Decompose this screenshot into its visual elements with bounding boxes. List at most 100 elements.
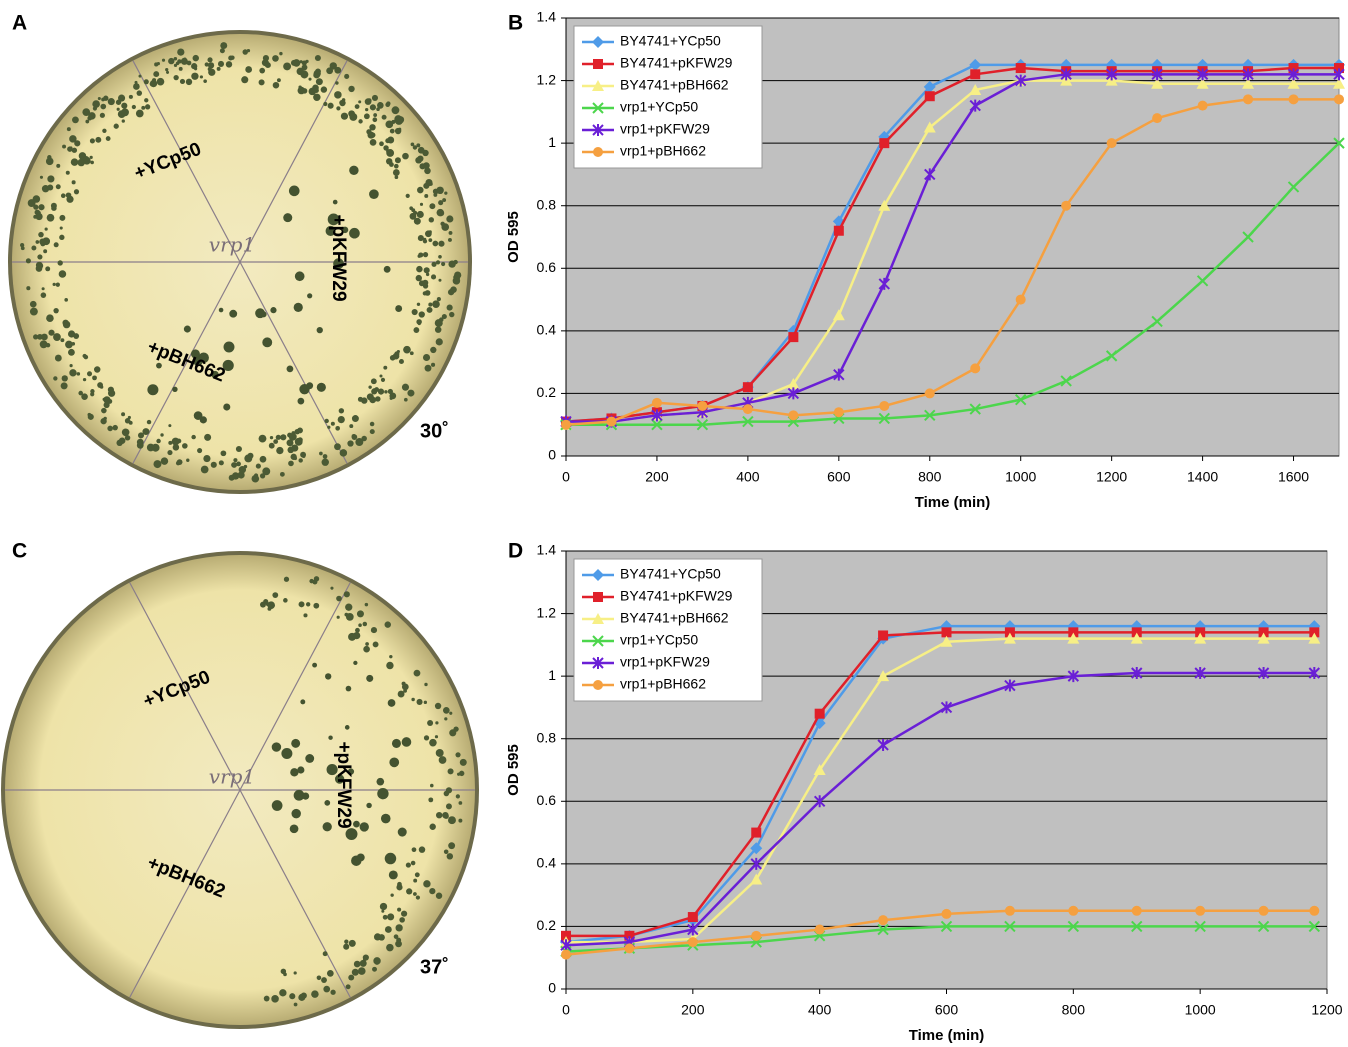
colony	[67, 348, 75, 356]
marker	[813, 795, 826, 808]
colony	[372, 117, 378, 123]
colony	[458, 770, 465, 777]
marker	[1004, 905, 1015, 916]
marker	[750, 857, 762, 870]
colony	[41, 333, 48, 341]
colony	[334, 443, 341, 451]
colony	[436, 186, 444, 195]
colony	[422, 279, 429, 286]
marker	[624, 930, 635, 941]
colony	[100, 418, 107, 425]
colony	[351, 855, 362, 866]
colony	[417, 254, 422, 258]
colony	[171, 437, 180, 446]
colony	[298, 993, 306, 1001]
colony	[431, 261, 437, 267]
colony	[82, 377, 87, 382]
colony	[199, 75, 204, 79]
colony	[335, 426, 340, 431]
colony	[307, 293, 313, 299]
colony	[413, 210, 418, 215]
colony	[297, 427, 303, 434]
colony	[321, 977, 327, 984]
marker	[1195, 627, 1206, 638]
marker	[970, 69, 981, 80]
colony	[336, 615, 340, 619]
colony	[40, 292, 47, 298]
colony	[413, 217, 421, 225]
marker	[1151, 68, 1163, 81]
colony	[391, 738, 401, 748]
colony	[372, 641, 379, 648]
marker	[924, 409, 936, 422]
colony	[61, 375, 68, 382]
colony	[303, 613, 308, 618]
marker	[1105, 68, 1118, 81]
marker	[1004, 679, 1016, 692]
colony	[448, 260, 456, 268]
marker	[923, 80, 936, 93]
colony	[436, 297, 441, 302]
colony	[273, 439, 279, 444]
x-tick-label: 600	[827, 469, 851, 485]
colony	[71, 116, 79, 124]
marker	[651, 409, 663, 422]
marker	[1015, 74, 1027, 87]
marker	[1288, 94, 1299, 105]
colony	[429, 203, 436, 210]
colony	[415, 895, 421, 900]
colony	[134, 80, 138, 84]
legend-marker	[593, 680, 603, 690]
colony	[442, 707, 450, 714]
marker	[788, 332, 799, 343]
colony	[220, 42, 228, 50]
colony	[369, 132, 376, 138]
colony	[85, 119, 90, 124]
colony	[435, 260, 441, 265]
colony	[353, 960, 361, 968]
x-tick-label: 1200	[1311, 1002, 1342, 1018]
colony	[416, 265, 423, 273]
legend-label: BY4741+pKFW29	[620, 55, 733, 71]
marker	[1015, 63, 1026, 74]
colony	[426, 306, 433, 313]
colony	[325, 225, 336, 237]
colony	[432, 300, 440, 308]
colony	[136, 438, 144, 446]
colony	[286, 365, 294, 373]
colony	[107, 98, 115, 106]
marker	[560, 939, 572, 952]
sector-line	[132, 60, 241, 263]
colony	[245, 66, 253, 73]
panel-label: C	[12, 540, 27, 563]
colony	[191, 72, 199, 80]
colony	[95, 136, 102, 143]
marker	[1258, 905, 1269, 916]
colony	[453, 726, 459, 732]
colony	[156, 438, 161, 444]
colony	[241, 76, 249, 84]
colony	[53, 242, 59, 248]
colony	[365, 107, 369, 112]
y-tick-label: 0	[548, 980, 556, 996]
series-line	[566, 73, 1339, 423]
y-tick-label: 1.2	[537, 71, 557, 87]
colony	[402, 152, 409, 160]
colony	[83, 155, 90, 163]
colony	[168, 440, 173, 445]
marker	[1067, 670, 1080, 683]
y-tick-label: 0.6	[537, 259, 557, 275]
colony	[380, 377, 386, 382]
marker	[1194, 920, 1206, 933]
colony	[288, 460, 294, 467]
colony	[121, 412, 126, 417]
colony	[272, 55, 279, 62]
colony	[357, 967, 366, 975]
colony	[124, 435, 131, 441]
colony	[279, 989, 287, 997]
colony	[387, 913, 395, 921]
colony	[45, 157, 54, 166]
y-tick-label: 1.4	[537, 9, 557, 25]
colony	[442, 198, 447, 202]
